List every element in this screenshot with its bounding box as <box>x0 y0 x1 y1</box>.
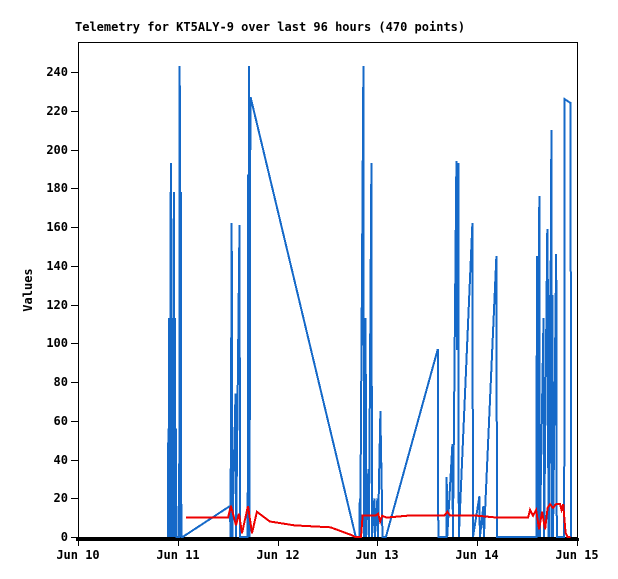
x-tick-label: Jun 12 <box>256 548 299 562</box>
y-tick-label: 200 <box>46 143 68 157</box>
x-axis-line <box>76 538 579 541</box>
x-tick-label: Jun 11 <box>156 548 199 562</box>
y-tick-label: 220 <box>46 104 68 118</box>
axis-tick-labels: Jun 10 Jun 11 Jun 12 Jun 13 Jun 14 Jun 15 0 20 4… <box>46 65 598 562</box>
y-tick-label: 40 <box>54 453 68 467</box>
y-tick-label: 0 <box>61 530 68 544</box>
y-tick-label: 120 <box>46 298 68 312</box>
y-tick-label: 160 <box>46 220 68 234</box>
axis-ticks <box>71 72 578 546</box>
y-tick-label: 180 <box>46 181 68 195</box>
plot-border <box>78 42 578 538</box>
blue-channel-line <box>167 66 572 538</box>
y-tick-label: 140 <box>46 259 68 273</box>
y-tick-label: 20 <box>54 491 68 505</box>
y-tick-label: 100 <box>46 336 68 350</box>
y-tick-label: 240 <box>46 65 68 79</box>
red-channel-line <box>186 502 571 538</box>
y-axis-label: Values <box>21 268 35 311</box>
x-tick-label: Jun 13 <box>355 548 398 562</box>
y-tick-label: 80 <box>54 375 68 389</box>
y-tick-label: 60 <box>54 414 68 428</box>
plot-frame <box>76 42 579 541</box>
data-series <box>167 66 572 538</box>
chart-title: Telemetry for KT5ALY-9 over last 96 hour… <box>75 20 465 34</box>
x-tick-label: Jun 10 <box>56 548 99 562</box>
x-tick-label: Jun 14 <box>455 548 498 562</box>
x-tick-label: Jun 15 <box>555 548 598 562</box>
